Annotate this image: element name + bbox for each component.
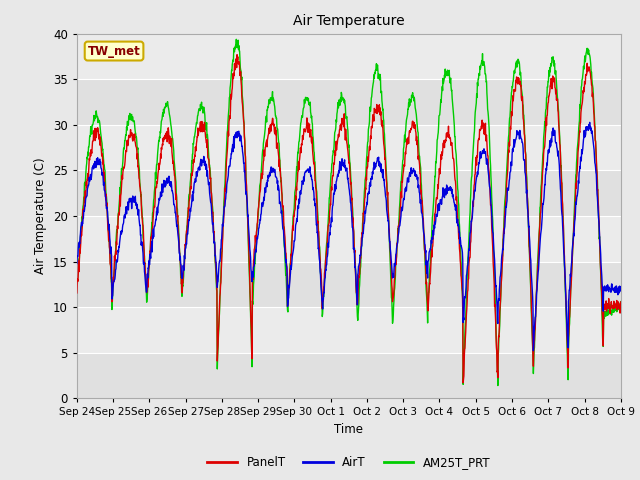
X-axis label: Time: Time — [334, 423, 364, 436]
Bar — [77, 307, 621, 353]
Bar — [77, 34, 621, 79]
Bar — [77, 216, 621, 262]
Bar — [77, 79, 621, 125]
Bar — [77, 262, 621, 307]
Bar — [77, 353, 621, 398]
Text: TW_met: TW_met — [88, 45, 140, 58]
Bar — [77, 125, 621, 170]
Bar — [77, 170, 621, 216]
Title: Air Temperature: Air Temperature — [293, 14, 404, 28]
Legend: PanelT, AirT, AM25T_PRT: PanelT, AirT, AM25T_PRT — [203, 452, 495, 474]
Y-axis label: Air Temperature (C): Air Temperature (C) — [35, 158, 47, 274]
